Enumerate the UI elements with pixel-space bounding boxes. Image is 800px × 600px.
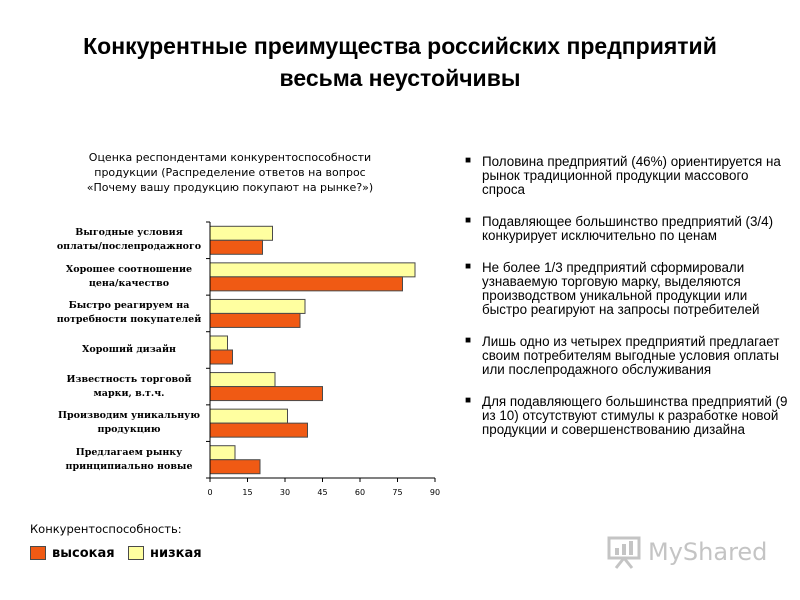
bar-low bbox=[209, 262, 416, 278]
bullet-item: ■ Подавляющее большинство предприятий (3/… bbox=[462, 215, 792, 243]
category-label: Предлагаем рынку принципиально новые bbox=[55, 446, 203, 474]
bullet-text: Для подавляющего большинства предприятий… bbox=[482, 394, 788, 437]
category-label-line: Хороший дизайн bbox=[82, 344, 176, 355]
category-label: Выгодные условия оплаты/послепродажного bbox=[55, 226, 203, 254]
chart-title-line: Оценка респондентами конкурентоспособнос… bbox=[88, 151, 372, 164]
bar-high bbox=[209, 459, 261, 475]
x-tick-label: 0 bbox=[207, 488, 213, 497]
slide-title-line: Конкурентные преимущества российских пре… bbox=[83, 33, 717, 59]
bullet-text: Подавляющее большинство предприятий (3/4… bbox=[482, 214, 774, 243]
bullet-item: ■ Для подавляющего большинства предприяти… bbox=[462, 395, 792, 437]
bar-low bbox=[209, 445, 236, 461]
legend-item-low: низкая bbox=[128, 545, 202, 561]
category-label: Хороший дизайн bbox=[55, 343, 203, 357]
chart-title: Оценка респондентами конкурентоспособнос… bbox=[60, 150, 400, 195]
category-label-line: цена/качество bbox=[88, 277, 170, 289]
category-label: Известность торговой марки, в.т.ч. bbox=[55, 373, 203, 401]
legend-title: Конкурентоспособность: bbox=[30, 522, 182, 536]
bar-low bbox=[209, 225, 273, 241]
category-label-line: Известность торговой bbox=[66, 373, 192, 385]
category-label-line: марки, в.т.ч. bbox=[93, 387, 165, 399]
x-tick-label: 30 bbox=[279, 488, 291, 497]
bullet-square-icon: ■ bbox=[465, 335, 472, 346]
slide-title-line: весьма неустойчивы bbox=[279, 65, 521, 91]
legend-swatch-low bbox=[128, 546, 144, 560]
legend-item-high: высокая bbox=[30, 545, 115, 561]
bar-high bbox=[209, 276, 403, 292]
category-label: Производим уникальную продукцию bbox=[55, 409, 203, 437]
chart-title-line: «Почему вашу продукцию покупают на рынке… bbox=[86, 181, 374, 194]
bar-high bbox=[209, 239, 263, 255]
category-label-line: принципиально новые bbox=[65, 460, 193, 472]
bullet-item: ■ Не более 1/3 предприятий сформировали у… bbox=[462, 261, 792, 317]
bullet-text: Лишь одно из четырех предприятий предлаг… bbox=[482, 334, 780, 377]
category-label-line: Предлагаем рынку bbox=[75, 446, 183, 458]
bullet-square-icon: ■ bbox=[465, 395, 472, 406]
bar-high bbox=[209, 312, 301, 328]
bullet-square-icon: ■ bbox=[465, 261, 472, 272]
bar-high bbox=[209, 386, 323, 402]
x-tick-label: 45 bbox=[317, 488, 328, 497]
category-label-line: Быстро реагируем на bbox=[68, 300, 190, 312]
category-label-line: Хорошее соотношение bbox=[65, 263, 193, 275]
bullet-text: Не более 1/3 предприятий сформировали уз… bbox=[482, 260, 760, 317]
x-tick-label: 60 bbox=[354, 488, 366, 497]
bar-high bbox=[209, 349, 233, 365]
slide-title: Конкурентные преимущества российских пре… bbox=[20, 30, 780, 94]
category-label-line: потребности покупателей bbox=[56, 314, 202, 326]
bar-low bbox=[209, 298, 306, 314]
category-label: Быстро реагируем на потребности покупател… bbox=[55, 299, 203, 327]
legend-swatch-high bbox=[30, 546, 46, 560]
bullet-list: ■ Половина предприятий (46%) ориентируетс… bbox=[462, 155, 792, 455]
x-tick-label: 15 bbox=[242, 488, 253, 497]
bar-high bbox=[209, 422, 308, 438]
x-tick-label: 75 bbox=[392, 488, 403, 497]
logo-text: MyShared bbox=[648, 538, 768, 566]
bullet-square-icon: ■ bbox=[465, 215, 472, 226]
category-label-line: оплаты/послепродажного bbox=[56, 241, 202, 253]
legend-label-low: низкая bbox=[150, 545, 202, 561]
bullet-text: Половина предприятий (46%) ориентируется… bbox=[482, 154, 781, 197]
bar-low bbox=[209, 408, 288, 424]
bullet-item: ■ Лишь одно из четырех предприятий предла… bbox=[462, 335, 792, 377]
x-tick-label: 90 bbox=[429, 488, 441, 497]
category-label-line: продукцию bbox=[97, 424, 161, 436]
category-label: Хорошее соотношение цена/качество bbox=[55, 263, 203, 291]
bar-low bbox=[209, 372, 276, 388]
bullet-item: ■ Половина предприятий (46%) ориентируетс… bbox=[462, 155, 792, 197]
presentation-board-icon bbox=[607, 536, 641, 569]
category-label-line: Производим уникальную bbox=[58, 410, 200, 422]
bullet-square-icon: ■ bbox=[465, 155, 472, 166]
bar-low bbox=[209, 335, 228, 351]
legend-label-high: высокая bbox=[52, 545, 115, 561]
chart-title-line: продукции (Распределение ответов на вопр… bbox=[94, 166, 366, 179]
category-label-line: Выгодные условия bbox=[75, 227, 183, 239]
myshared-logo: MyShared bbox=[606, 535, 767, 569]
